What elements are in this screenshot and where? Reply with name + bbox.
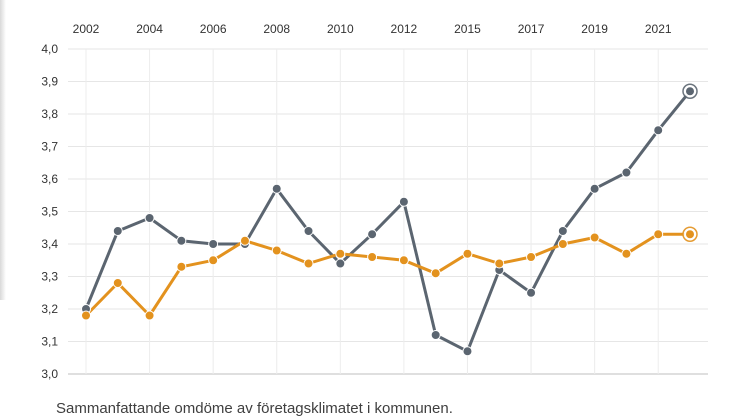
- line-chart: 3,03,13,23,33,43,53,63,73,83,94,0 2002 20…: [41, 22, 708, 381]
- data-point[interactable]: [81, 310, 91, 321]
- data-point[interactable]: [112, 278, 123, 288]
- data-point[interactable]: [653, 229, 664, 240]
- data-point[interactable]: [112, 226, 123, 236]
- y-tick-label: 3,3: [41, 270, 58, 284]
- data-point[interactable]: [621, 248, 632, 259]
- x-axis-ticks: 2002 2004 2006 2008 2010 2012 2015 2017 2019 2021: [73, 22, 672, 36]
- chart-caption: Sammanfattande omdöme av företagsklimate…: [56, 400, 453, 417]
- y-tick-label: 3,0: [41, 367, 58, 381]
- data-point[interactable]: [335, 248, 346, 259]
- series-lines: [84, 90, 692, 353]
- data-point[interactable]: [208, 239, 219, 249]
- y-tick-label: 3,7: [41, 140, 58, 154]
- data-point[interactable]: [685, 86, 695, 97]
- data-point[interactable]: [685, 229, 695, 240]
- y-tick-label: 3,2: [41, 302, 58, 316]
- x-tick-label: 2010: [327, 22, 354, 36]
- x-tick-label: 2012: [391, 22, 418, 36]
- x-tick-label: 2019: [581, 22, 608, 36]
- y-tick-label: 4,0: [41, 42, 58, 56]
- data-point[interactable]: [526, 287, 537, 298]
- data-point[interactable]: [271, 245, 282, 256]
- data-point[interactable]: [462, 248, 473, 259]
- y-axis-ticks: 3,0 3,1 3,2 3,3 3,4 3,5 3,6 3,7 3,8 3,9 4,0: [41, 42, 58, 381]
- left-edge-shadow: [0, 0, 6, 300]
- data-point[interactable]: [176, 235, 187, 246]
- x-tick-label: 2017: [518, 22, 545, 36]
- data-point[interactable]: [176, 261, 187, 272]
- data-point[interactable]: [494, 258, 505, 269]
- x-tick-label: 2008: [263, 22, 290, 36]
- data-point[interactable]: [526, 252, 537, 262]
- y-tick-label: 3,9: [41, 75, 58, 89]
- x-tick-label: 2004: [136, 22, 163, 36]
- data-point[interactable]: [335, 258, 346, 269]
- x-tick-label: 2006: [200, 22, 227, 36]
- data-point[interactable]: [430, 268, 441, 279]
- data-point[interactable]: [144, 310, 155, 321]
- data-point[interactable]: [208, 255, 219, 266]
- data-point[interactable]: [398, 196, 409, 207]
- data-point[interactable]: [303, 258, 314, 269]
- data-point[interactable]: [303, 226, 314, 236]
- data-point[interactable]: [589, 232, 600, 243]
- grid-lines: [68, 48, 708, 375]
- data-point[interactable]: [589, 183, 600, 194]
- data-point[interactable]: [367, 229, 378, 240]
- series-line-1: [84, 232, 690, 317]
- x-tick-label: 2021: [645, 22, 672, 36]
- y-tick-label: 3,5: [41, 205, 58, 219]
- x-tick-label: 2002: [73, 22, 100, 36]
- data-point[interactable]: [653, 125, 664, 136]
- y-tick-label: 3,1: [41, 335, 58, 349]
- data-point[interactable]: [144, 213, 155, 223]
- data-point[interactable]: [621, 167, 632, 178]
- y-tick-label: 3,6: [41, 172, 58, 186]
- series-points: [81, 83, 698, 357]
- data-point[interactable]: [557, 239, 568, 249]
- data-point[interactable]: [557, 226, 568, 236]
- x-tick-label: 2015: [454, 22, 481, 36]
- y-tick-label: 3,8: [41, 107, 58, 121]
- y-tick-label: 3,4: [41, 237, 58, 251]
- data-point[interactable]: [398, 255, 409, 266]
- data-point[interactable]: [367, 252, 378, 262]
- data-point[interactable]: [239, 235, 250, 246]
- series-line-0: [84, 90, 692, 353]
- data-point[interactable]: [271, 183, 282, 194]
- data-point[interactable]: [462, 346, 473, 357]
- data-point[interactable]: [430, 330, 441, 340]
